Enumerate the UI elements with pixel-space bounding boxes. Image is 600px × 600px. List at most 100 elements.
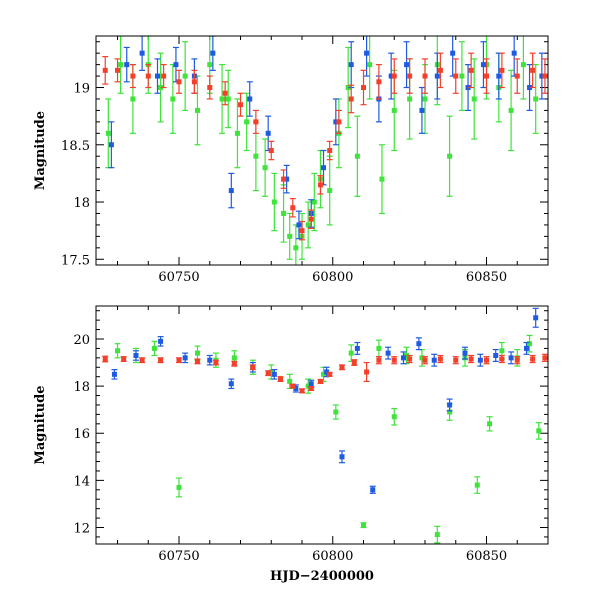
blue-point [477, 357, 483, 363]
red-point [453, 357, 459, 363]
red-point [299, 228, 305, 234]
blue-point [404, 62, 410, 68]
red-point [391, 73, 397, 79]
blue-series [111, 307, 539, 494]
red-point [542, 73, 548, 79]
blue-point [339, 454, 345, 460]
green-point [459, 73, 465, 79]
red-point [453, 73, 459, 79]
green-point [391, 107, 397, 113]
red-point [351, 360, 357, 366]
red-point [281, 176, 287, 182]
red-point [484, 73, 490, 79]
blue-point [364, 50, 370, 56]
green-point [225, 96, 231, 102]
y-tick-label: 19 [73, 82, 90, 97]
green-point [471, 96, 477, 102]
red-point [115, 67, 121, 73]
red-point [290, 383, 296, 389]
green-point [333, 409, 339, 415]
y-tick-label: 17.5 [61, 253, 90, 268]
red-point [468, 67, 474, 73]
red-point [194, 358, 200, 364]
y-tick-label: 14 [73, 474, 90, 489]
green-point [348, 350, 354, 356]
blue-point [207, 357, 213, 363]
green-point [345, 85, 351, 91]
green-point [194, 350, 200, 356]
red-point [407, 73, 413, 79]
red-point [222, 90, 228, 96]
blue-point [496, 73, 502, 79]
red-point [336, 119, 342, 125]
green-point [158, 85, 164, 91]
blue-point [265, 130, 271, 136]
green-point [404, 352, 410, 358]
blue-point [450, 50, 456, 56]
green-point [361, 522, 367, 528]
blue-point [434, 73, 440, 79]
red-point [238, 102, 244, 108]
green-point [262, 165, 268, 171]
blue-point [154, 73, 160, 79]
green-series [105, 36, 539, 265]
green-point [194, 107, 200, 113]
blue-point [419, 107, 425, 113]
blue-point [465, 85, 471, 91]
blue-series [108, 36, 545, 240]
red-point [176, 79, 182, 85]
red-point [139, 357, 145, 363]
x-tick-label: 60800 [312, 549, 353, 564]
blue-point [511, 50, 517, 56]
x-tick-label: 60850 [466, 270, 507, 285]
red-point [231, 361, 237, 367]
blue-point [539, 73, 545, 79]
green-point [170, 96, 176, 102]
green-point [305, 222, 311, 228]
green-point [474, 482, 480, 488]
green-point [293, 245, 299, 251]
top-panel-ticks [96, 36, 549, 265]
red-point [542, 355, 548, 361]
green-point [376, 345, 382, 351]
green-point [271, 199, 277, 205]
blue-point [158, 338, 164, 344]
top-panel-plot-area [102, 36, 548, 265]
red-point [290, 205, 296, 211]
blue-point [493, 352, 499, 358]
green-point [536, 428, 542, 434]
red-point [422, 357, 428, 363]
red-point [213, 360, 219, 366]
red-point [530, 67, 536, 73]
y-tick-label: 12 [73, 522, 90, 537]
blue-point [400, 355, 406, 361]
blue-point [354, 345, 360, 351]
red-series [102, 353, 548, 394]
red-point [191, 79, 197, 85]
red-point [327, 148, 333, 153]
red-point [499, 356, 505, 362]
red-point [253, 119, 259, 125]
green-point [219, 96, 225, 102]
blue-point [370, 487, 376, 493]
x-tick-label: 60800 [312, 270, 353, 285]
blue-point [228, 188, 234, 194]
green-point [379, 176, 385, 182]
blue-point [133, 352, 139, 358]
red-point [348, 96, 354, 102]
green-point [234, 130, 240, 136]
green-point [305, 383, 311, 389]
red-point [437, 67, 443, 73]
top-panel-labels: 60750 60800 60850 17.5 18 18.5 19 Magnitude [33, 82, 507, 285]
red-point [121, 356, 127, 362]
red-point [161, 73, 167, 79]
green-point [520, 62, 526, 68]
green-point [327, 188, 333, 194]
y-tick-label: 18 [73, 196, 90, 211]
green-point [118, 62, 124, 68]
top-panel-frame [95, 35, 549, 266]
green-point [207, 62, 213, 68]
blue-point [108, 142, 114, 148]
bottom-panel-plot-area [102, 307, 548, 544]
